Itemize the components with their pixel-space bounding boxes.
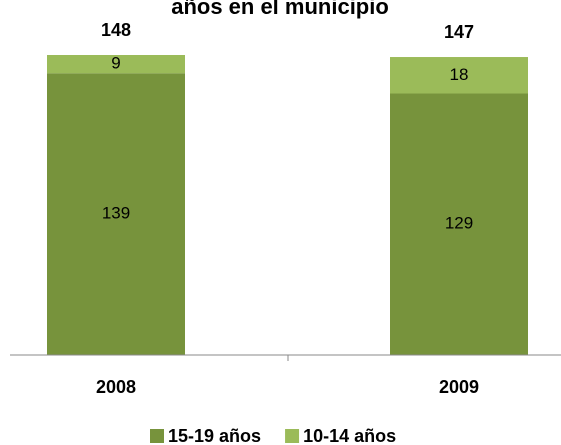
legend-swatch [285,429,300,443]
data-label: 129 [445,214,473,233]
legend-label: 15-19 años [168,426,261,445]
bar-segment [390,57,528,94]
bar-segment [47,55,185,74]
chart-title: años en el municipio [171,0,389,19]
data-label: 9 [111,54,120,73]
total-label: 148 [101,20,131,40]
legend-label: 10-14 años [303,426,396,445]
data-label: 18 [450,65,469,84]
data-label: 139 [102,204,130,223]
x-tick-label: 2008 [96,377,136,397]
bar-segment [390,93,528,355]
total-label: 147 [444,22,474,42]
legend-swatch [150,429,164,443]
bar-segment [47,73,185,356]
x-tick-label: 2009 [439,377,479,397]
